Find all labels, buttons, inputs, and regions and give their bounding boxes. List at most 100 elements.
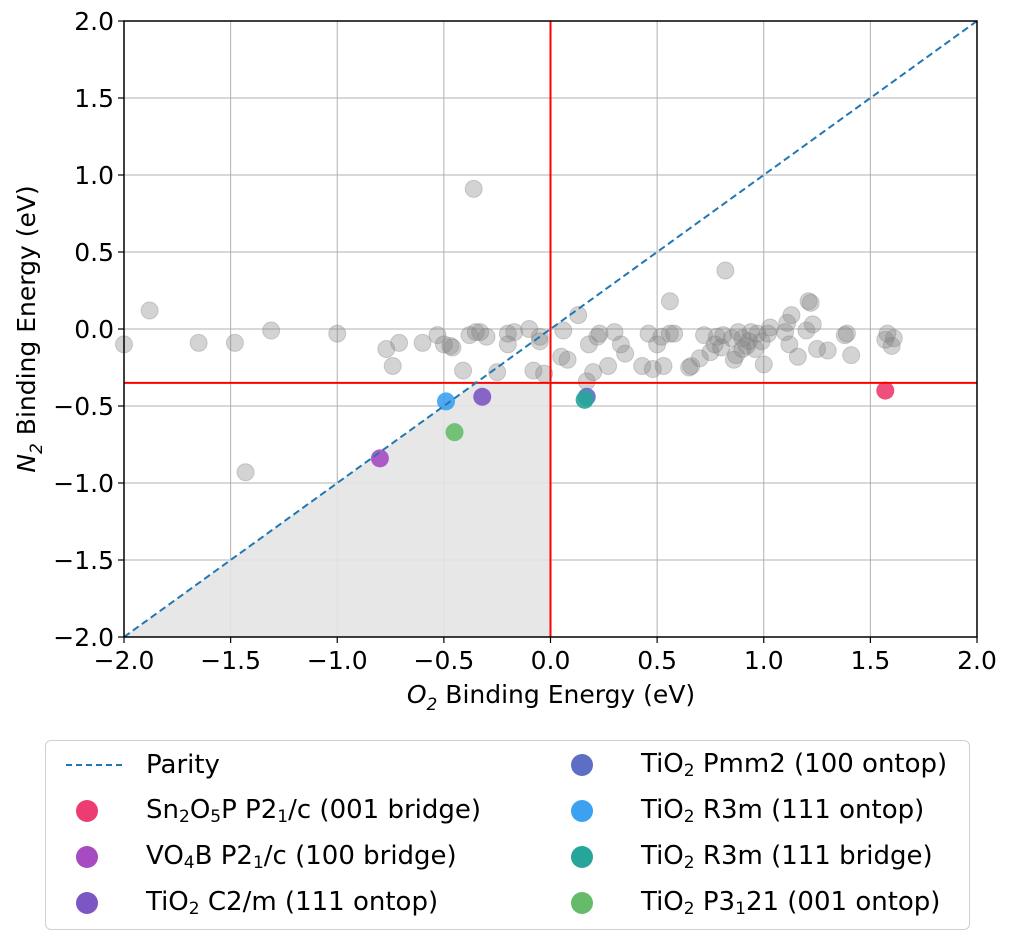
background-point xyxy=(733,329,752,348)
background-point xyxy=(876,330,895,349)
background-point xyxy=(712,338,731,357)
legend-label: Parity xyxy=(146,750,220,780)
x-axis-label: O2 Binding Energy (eV) xyxy=(407,680,695,715)
y-tick-label: −1.0 xyxy=(53,469,114,498)
y-tick-label: 0.5 xyxy=(74,238,114,267)
background-point xyxy=(520,320,539,338)
background-point xyxy=(383,356,402,375)
legend-entry: Parity xyxy=(56,745,220,785)
background-point xyxy=(530,332,549,351)
background-point xyxy=(505,323,524,342)
legend-label: TiO2 Pmm2 (100 ontop) xyxy=(641,749,948,781)
background-point xyxy=(797,321,816,340)
series-point xyxy=(876,381,895,400)
background-point xyxy=(754,355,773,374)
background-point xyxy=(660,292,679,311)
x-tick-label: −1.5 xyxy=(200,646,261,675)
background-point xyxy=(680,358,699,377)
background-point xyxy=(225,333,244,352)
x-tick-label: −1.0 xyxy=(307,646,368,675)
scatter-chart: −2.0 −1.5 −1.0 −0.5 0.0 0.5 1.0 1.5 2.0 −2.0 −1.5… xyxy=(12,7,997,715)
legend-marker xyxy=(76,846,98,868)
background-point xyxy=(724,350,743,369)
legend-entry: VO4B P21/c (100 bridge) xyxy=(56,837,457,877)
background-point xyxy=(808,340,827,359)
background-point xyxy=(818,341,837,360)
background-point xyxy=(471,323,490,342)
background-point xyxy=(803,315,822,334)
x-tick-label: −2.0 xyxy=(94,646,155,675)
background-point xyxy=(690,349,709,368)
background-point xyxy=(722,329,741,348)
legend-label: Sn2O5P P21/c (001 bridge) xyxy=(146,795,482,827)
legend-swatch xyxy=(56,750,122,780)
background-point xyxy=(524,361,543,380)
legend-marker xyxy=(76,800,98,822)
background-point xyxy=(842,346,861,365)
background-point xyxy=(799,292,818,311)
legend-swatch xyxy=(551,842,611,872)
background-point xyxy=(488,363,507,382)
x-tick-label: 2.0 xyxy=(957,646,997,675)
background-point xyxy=(660,324,679,343)
background-point xyxy=(633,356,652,375)
y-axis-ticks: −2.0 −1.5 −1.0 −0.5 0.0 0.5 1.0 1.5 2.0 xyxy=(53,7,124,652)
background-point xyxy=(558,350,577,369)
background-point xyxy=(443,338,462,357)
legend-entry: TiO2 C2/m (111 ontop) xyxy=(56,883,438,923)
x-axis-ticks: −2.0 −1.5 −1.0 −0.5 0.0 0.5 1.0 1.5 2.0 xyxy=(94,637,997,675)
background-point xyxy=(727,346,746,365)
background-point xyxy=(460,326,479,345)
background-point xyxy=(752,332,771,351)
legend-entry: TiO2 R3m (111 ontop) xyxy=(551,791,924,831)
legend-entry: Sn2O5P P21/c (001 bridge) xyxy=(56,791,481,831)
background-point xyxy=(599,356,618,375)
background-point xyxy=(498,324,517,343)
y-tick-label: −1.5 xyxy=(53,546,114,575)
background-point xyxy=(741,323,760,342)
background-point xyxy=(729,323,748,342)
x-tick-label: 0.0 xyxy=(531,646,571,675)
background-point xyxy=(716,261,735,280)
background-point xyxy=(701,343,720,362)
background-point xyxy=(605,323,624,342)
legend-marker xyxy=(571,892,593,914)
background-point xyxy=(788,347,807,366)
y-axis-label: N2 Binding Energy (eV) xyxy=(12,185,47,472)
background-point xyxy=(739,332,758,351)
legend-swatch xyxy=(551,888,611,918)
background-point xyxy=(554,321,573,340)
legend-swatch xyxy=(551,750,611,780)
y-tick-label: −2.0 xyxy=(53,623,114,652)
background-point xyxy=(837,324,856,343)
legend-label: VO4B P21/c (100 bridge) xyxy=(146,841,457,873)
background-point xyxy=(590,324,609,343)
background-point xyxy=(682,356,701,375)
legend-swatch xyxy=(551,796,611,826)
legend-parity-line xyxy=(66,764,122,766)
background-point xyxy=(714,326,733,345)
background-point xyxy=(477,327,496,346)
legend-label: TiO2 R3m (111 bridge) xyxy=(641,841,933,873)
legend-marker xyxy=(76,892,98,914)
background-point xyxy=(579,335,598,354)
x-tick-label: 0.5 xyxy=(637,646,677,675)
y-tick-label: −0.5 xyxy=(53,392,114,421)
background-point xyxy=(782,306,801,325)
background-point xyxy=(328,324,347,343)
background-point xyxy=(707,327,726,346)
background-point xyxy=(639,324,658,343)
background-point xyxy=(780,335,799,354)
x-tick-label: −0.5 xyxy=(414,646,475,675)
legend-label: TiO2 P3121 (001 ontop) xyxy=(641,887,941,919)
legend-entry: TiO2 Pmm2 (100 ontop) xyxy=(551,745,947,785)
background-point xyxy=(584,363,603,382)
background-point xyxy=(648,335,667,354)
background-point xyxy=(189,333,208,352)
series-point xyxy=(370,449,389,468)
background-point xyxy=(652,327,671,346)
legend-entry: TiO2 P3121 (001 ontop) xyxy=(551,883,940,923)
background-point xyxy=(737,336,756,355)
background-point xyxy=(441,336,460,355)
legend-swatch xyxy=(56,888,116,918)
